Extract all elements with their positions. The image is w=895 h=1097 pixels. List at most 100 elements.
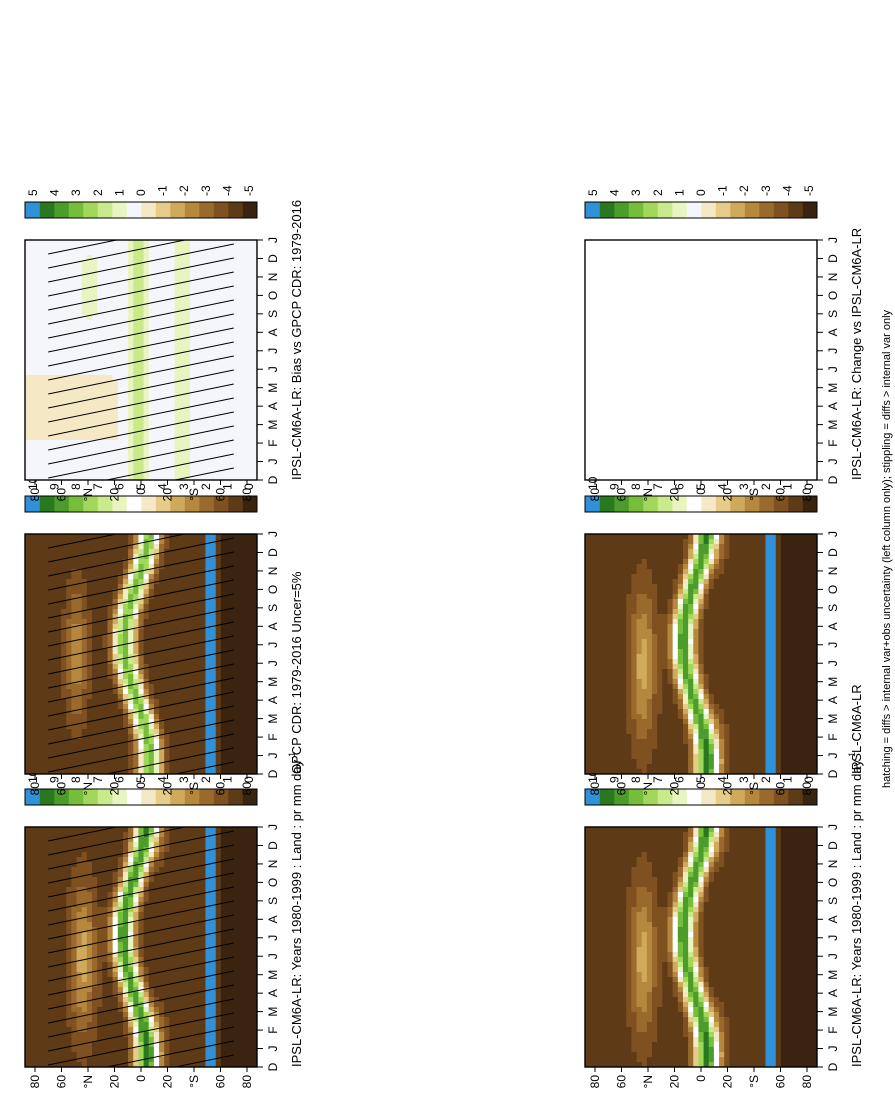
heatmap-cell — [25, 568, 31, 574]
heatmap-cell — [35, 946, 41, 952]
heatmap-cell — [189, 931, 196, 937]
heatmap-cell — [174, 851, 181, 857]
heatmap-cell — [215, 851, 222, 857]
heatmap-cell — [200, 881, 206, 887]
heatmap-cell — [128, 703, 134, 709]
heatmap-cell — [236, 673, 242, 679]
heatmap-cell — [40, 553, 47, 559]
heatmap-cell — [76, 643, 83, 649]
heatmap-cell — [184, 941, 191, 947]
heatmap-cell — [231, 826, 237, 832]
heatmap-cell — [45, 339, 52, 345]
heatmap-cell — [40, 563, 47, 569]
hatch-line — [48, 858, 234, 898]
heatmap-cell — [128, 648, 134, 654]
heatmap-cell — [30, 344, 36, 350]
heatmap-cell — [81, 1036, 88, 1042]
heatmap-cell — [138, 956, 144, 962]
heatmap-cell — [71, 891, 77, 897]
heatmap-cell — [25, 538, 31, 544]
heatmap-cell — [210, 996, 217, 1002]
heatmap-cell — [102, 623, 108, 629]
heatmap-cell — [92, 603, 98, 609]
heatmap-cell — [66, 603, 72, 609]
heatmap-cell — [76, 841, 83, 847]
heatmap-cell — [35, 1016, 41, 1022]
heatmap-cell — [164, 748, 170, 754]
heatmap-cell — [35, 916, 41, 922]
heatmap-cell — [71, 921, 77, 927]
heatmap-cell — [40, 946, 47, 952]
heatmap-cell — [169, 906, 175, 912]
colorbar-swatch — [199, 496, 214, 512]
heatmap-cell — [30, 831, 36, 837]
heatmap-cell — [128, 1051, 134, 1057]
heatmap-cell — [184, 553, 191, 559]
heatmap-cell — [133, 658, 139, 664]
heatmap-cell — [236, 608, 242, 614]
heatmap-cell — [61, 743, 67, 749]
heatmap-cell — [25, 638, 31, 644]
heatmap-cell — [45, 648, 52, 654]
heatmap-cell — [189, 693, 196, 699]
heatmap-cell — [81, 728, 88, 734]
heatmap-cell — [174, 553, 181, 559]
heatmap-cell — [138, 871, 144, 877]
heatmap-cell — [55, 743, 62, 749]
heatmap-cell — [66, 871, 72, 877]
heatmap-cell — [251, 1001, 258, 1007]
heatmap-cell — [236, 683, 242, 689]
heatmap-cell — [102, 578, 108, 584]
heatmap-cell — [231, 688, 237, 694]
heatmap-cell — [138, 826, 144, 832]
heatmap-cell — [200, 921, 206, 927]
heatmap-cell — [153, 1031, 160, 1037]
heatmap-cell — [153, 906, 160, 912]
heatmap-cell — [184, 618, 191, 624]
heatmap-cell — [71, 643, 77, 649]
heatmap-cell — [35, 414, 41, 420]
heatmap-cell — [107, 723, 114, 729]
heatmap-cell — [241, 921, 248, 927]
heatmap-cell — [236, 748, 242, 754]
heatmap-cell — [226, 638, 232, 644]
heatmap-cell — [35, 598, 41, 604]
heatmap-cell — [50, 439, 57, 445]
heatmap-cell — [30, 703, 36, 709]
heatmap-cell — [215, 758, 222, 764]
heatmap-cell — [251, 866, 258, 872]
heatmap-cell — [226, 1061, 232, 1067]
heatmap-cell — [200, 748, 206, 754]
heatmap-cell — [30, 1006, 36, 1012]
heatmap-cell — [189, 1036, 196, 1042]
heatmap-cell — [138, 563, 144, 569]
heatmap-cell — [107, 598, 114, 604]
heatmap-cell — [86, 628, 93, 634]
heatmap-cell — [35, 703, 41, 709]
heatmap-cell — [220, 986, 227, 992]
heatmap-cell — [86, 723, 93, 729]
heatmap-cell — [35, 713, 41, 719]
heatmap-cell — [153, 668, 160, 674]
heatmap-cell — [30, 971, 36, 977]
heatmap-cell — [138, 633, 144, 639]
heatmap-cell — [122, 856, 129, 862]
heatmap-cell — [71, 663, 77, 669]
heatmap-cell — [133, 1046, 139, 1052]
heatmap-cell — [174, 718, 181, 724]
heatmap-cell — [122, 966, 129, 972]
heatmap-cell — [179, 733, 186, 739]
heatmap-cell — [195, 1006, 201, 1012]
heatmap-cell — [81, 738, 88, 744]
heatmap-cell — [30, 1036, 36, 1042]
heatmap-cell — [102, 553, 108, 559]
heatmap-cell — [25, 663, 31, 669]
heatmap-cell — [241, 926, 248, 932]
heatmap-cell — [246, 543, 253, 549]
heatmap-cell — [159, 568, 165, 574]
heatmap-cell — [107, 886, 114, 892]
heatmap-cell — [76, 753, 83, 759]
heatmap-cell — [61, 324, 67, 330]
heatmap-cell — [61, 1026, 67, 1032]
heatmap-cell — [35, 464, 41, 470]
